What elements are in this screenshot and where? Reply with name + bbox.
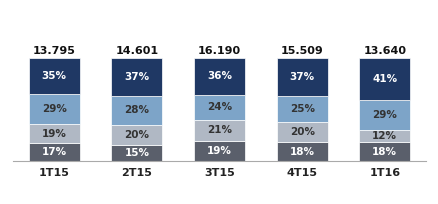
Bar (358, 100, 410, 130)
Bar (194, 58, 244, 95)
Bar (28, 94, 80, 124)
Text: 29%: 29% (371, 110, 396, 120)
Text: 13.640: 13.640 (362, 45, 405, 55)
Text: 25%: 25% (289, 104, 314, 114)
Bar (276, 58, 327, 96)
Text: 18%: 18% (289, 147, 314, 157)
Bar (28, 58, 80, 94)
Text: 4T15: 4T15 (286, 168, 317, 178)
Text: 12%: 12% (371, 131, 396, 141)
Text: 1T16: 1T16 (368, 168, 399, 178)
Bar (358, 58, 410, 100)
Text: 36%: 36% (207, 71, 231, 81)
Text: 19%: 19% (207, 146, 231, 156)
Text: 18%: 18% (371, 147, 396, 157)
Text: 1T15: 1T15 (39, 168, 70, 178)
Text: 41%: 41% (371, 74, 396, 84)
Text: 24%: 24% (206, 102, 232, 112)
Bar (358, 142, 410, 161)
Text: 37%: 37% (124, 72, 149, 82)
Bar (111, 58, 162, 96)
Bar (111, 96, 162, 125)
Text: 3T15: 3T15 (204, 168, 234, 178)
Text: 17%: 17% (42, 147, 67, 157)
Text: 37%: 37% (289, 72, 314, 82)
Bar (194, 120, 244, 141)
Text: 21%: 21% (207, 125, 231, 135)
Text: 28%: 28% (124, 105, 149, 115)
Bar (194, 95, 244, 120)
Bar (194, 141, 244, 161)
Text: 2T15: 2T15 (121, 168, 152, 178)
Text: 16.190: 16.190 (198, 45, 240, 55)
Bar (111, 145, 162, 161)
Text: 20%: 20% (289, 127, 314, 137)
Text: 15.509: 15.509 (280, 45, 323, 55)
Bar (28, 124, 80, 143)
Bar (276, 142, 327, 161)
Text: 13.795: 13.795 (33, 45, 75, 55)
Text: 14.601: 14.601 (115, 45, 158, 55)
Text: 19%: 19% (42, 129, 67, 139)
Bar (276, 122, 327, 142)
Text: 20%: 20% (124, 130, 149, 140)
Bar (111, 125, 162, 145)
Text: 29%: 29% (42, 104, 67, 114)
Text: 15%: 15% (124, 148, 149, 158)
Bar (358, 130, 410, 142)
Bar (276, 96, 327, 122)
Text: 35%: 35% (42, 71, 67, 81)
Bar (28, 143, 80, 161)
